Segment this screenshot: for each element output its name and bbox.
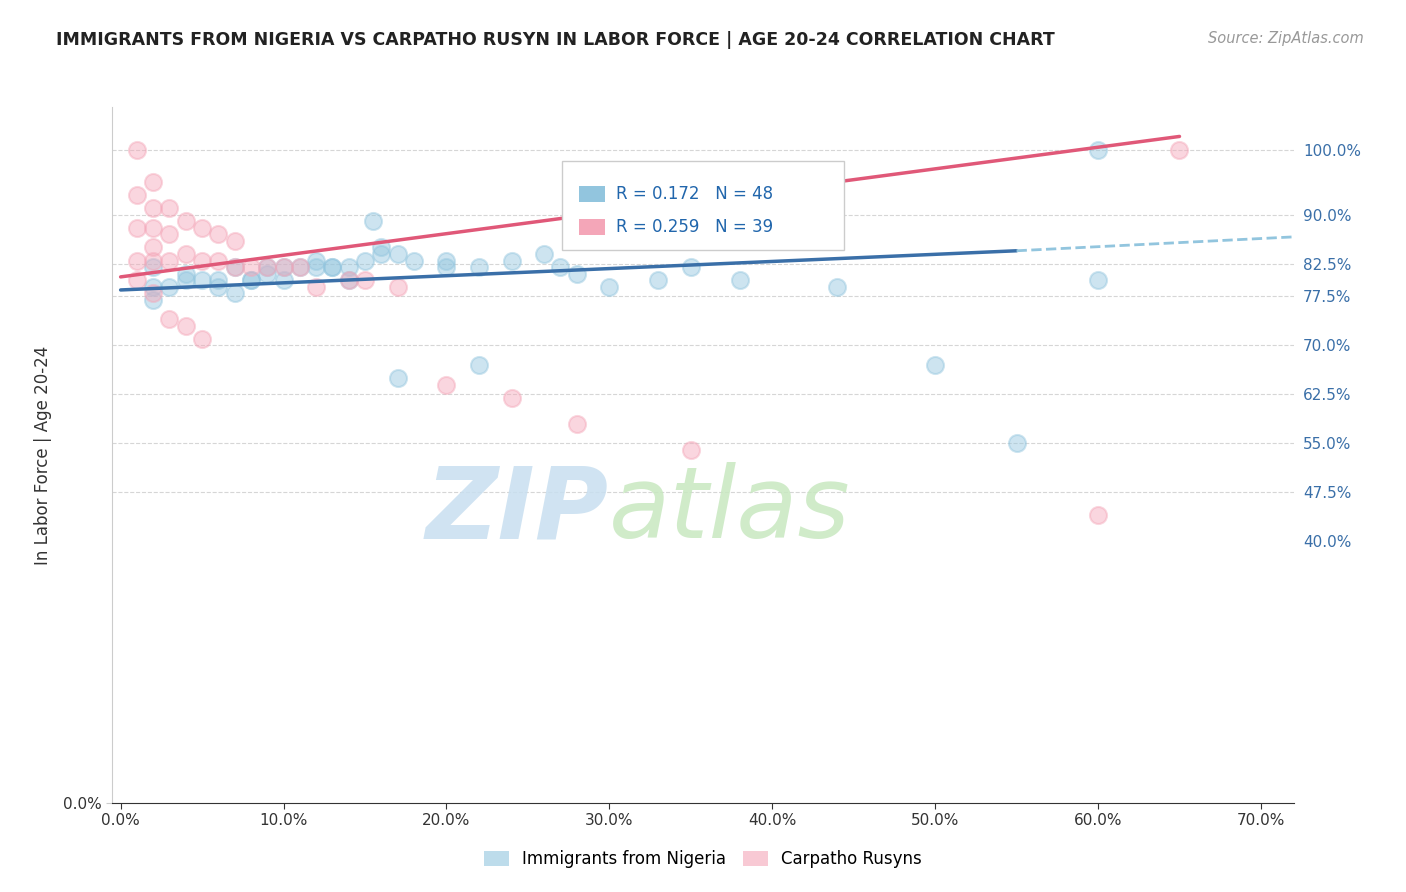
Text: atlas: atlas — [609, 462, 851, 559]
Point — [565, 417, 588, 431]
Point — [224, 260, 246, 274]
Point — [728, 273, 751, 287]
Point — [468, 358, 491, 372]
Point — [125, 253, 148, 268]
Point — [361, 214, 384, 228]
Text: R = 0.172   N = 48: R = 0.172 N = 48 — [616, 186, 773, 203]
Point — [565, 267, 588, 281]
Point — [142, 175, 165, 189]
Point — [1168, 143, 1191, 157]
Point — [337, 273, 360, 287]
Point — [273, 273, 295, 287]
Point — [1087, 143, 1109, 157]
Point — [647, 273, 669, 287]
Point — [402, 253, 425, 268]
Point — [468, 260, 491, 274]
Point — [142, 293, 165, 307]
Point — [288, 260, 311, 274]
Point — [159, 202, 181, 216]
Point — [207, 273, 229, 287]
Point — [174, 318, 197, 333]
Point — [159, 253, 181, 268]
Text: ZIP: ZIP — [426, 462, 609, 559]
Point — [239, 273, 262, 287]
Point — [550, 260, 572, 274]
Point — [354, 253, 377, 268]
Point — [354, 273, 377, 287]
Point — [436, 260, 458, 274]
Point — [370, 247, 392, 261]
Point — [387, 279, 409, 293]
Point — [679, 260, 702, 274]
Point — [679, 443, 702, 458]
Point — [191, 273, 214, 287]
Point — [125, 188, 148, 202]
Point — [321, 260, 343, 274]
Point — [337, 260, 360, 274]
Point — [1005, 436, 1028, 450]
Point — [1087, 508, 1109, 523]
Point — [224, 260, 246, 274]
Point — [387, 247, 409, 261]
Point — [142, 202, 165, 216]
Text: IMMIGRANTS FROM NIGERIA VS CARPATHO RUSYN IN LABOR FORCE | AGE 20-24 CORRELATION: IMMIGRANTS FROM NIGERIA VS CARPATHO RUSY… — [56, 31, 1054, 49]
Point — [256, 260, 278, 274]
Point — [142, 279, 165, 293]
Point — [370, 240, 392, 254]
Point — [501, 391, 523, 405]
Point — [256, 267, 278, 281]
Y-axis label: In Labor Force | Age 20-24: In Labor Force | Age 20-24 — [34, 345, 52, 565]
Text: Source: ZipAtlas.com: Source: ZipAtlas.com — [1208, 31, 1364, 46]
Point — [436, 377, 458, 392]
Point — [142, 260, 165, 274]
Point — [142, 220, 165, 235]
Point — [174, 273, 197, 287]
Point — [174, 214, 197, 228]
Point — [273, 260, 295, 274]
Point — [533, 247, 555, 261]
Point — [142, 253, 165, 268]
Point — [305, 260, 328, 274]
Point — [256, 260, 278, 274]
Point — [288, 260, 311, 274]
Point — [191, 253, 214, 268]
Point — [305, 279, 328, 293]
Point — [191, 220, 214, 235]
Point — [387, 371, 409, 385]
Point — [273, 260, 295, 274]
Point — [827, 279, 849, 293]
Text: R = 0.259   N = 39: R = 0.259 N = 39 — [616, 219, 773, 236]
Point — [207, 253, 229, 268]
Point — [207, 279, 229, 293]
Point — [125, 143, 148, 157]
Point — [239, 260, 262, 274]
Point — [125, 220, 148, 235]
Point — [436, 253, 458, 268]
Point — [159, 227, 181, 242]
Point — [159, 279, 181, 293]
Point — [174, 247, 197, 261]
Point — [207, 227, 229, 242]
Point — [159, 312, 181, 326]
Point — [174, 267, 197, 281]
Point — [142, 240, 165, 254]
Point — [305, 253, 328, 268]
Point — [501, 253, 523, 268]
Point — [1087, 273, 1109, 287]
Point — [598, 279, 620, 293]
Point — [239, 273, 262, 287]
Point — [337, 273, 360, 287]
Point — [924, 358, 946, 372]
Legend: Immigrants from Nigeria, Carpatho Rusyns: Immigrants from Nigeria, Carpatho Rusyns — [477, 844, 929, 875]
Point — [224, 286, 246, 301]
Point — [224, 234, 246, 248]
Point — [321, 260, 343, 274]
Point — [191, 332, 214, 346]
Point — [125, 273, 148, 287]
Point — [142, 286, 165, 301]
